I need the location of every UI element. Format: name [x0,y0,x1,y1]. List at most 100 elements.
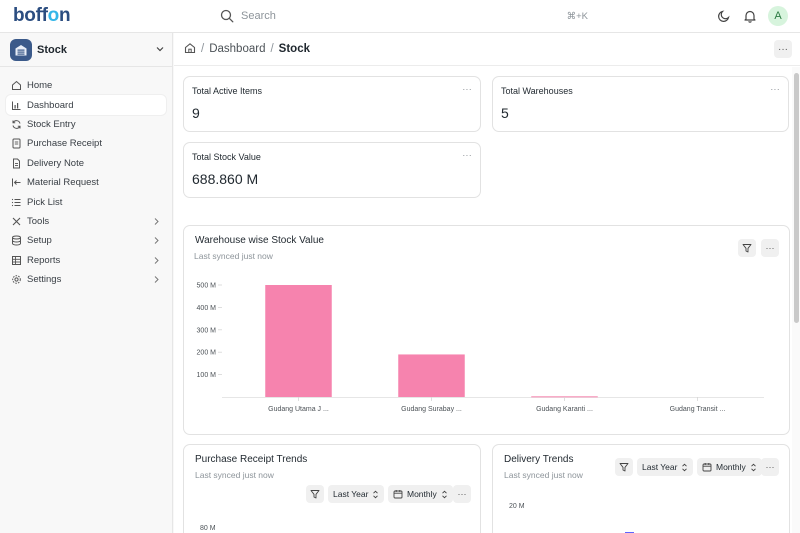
x-tick-label: Gudang Surabay ... [401,406,462,413]
card-value: 5 [501,105,509,121]
filter-icon [742,244,752,253]
select-arrows-icon [750,463,756,471]
arrow-left-icon [11,177,22,188]
tools-icon [11,216,22,227]
sidebar-item-home[interactable]: Home [6,76,166,95]
number-card: Total Active Items ··· 9 [183,76,481,132]
workspace-switcher[interactable]: Stock [10,38,165,62]
workspace-label: Stock [37,44,67,56]
chart-bar[interactable] [531,396,598,398]
document-icon [11,158,22,169]
y-tick-label: 500 M [197,283,217,290]
y-tick-label: 100 M [197,372,217,379]
top-navbar: boffon Search ⌘+K A [0,0,800,33]
calendar-icon [393,490,403,499]
sidebar-item-material-request[interactable]: Material Request [6,173,166,192]
search-shortcut: ⌘+K [566,10,588,22]
sidebar: Stock Home Dashboard Stock Entry Purchas… [0,33,173,533]
card-title: Total Active Items [192,86,263,96]
refresh-icon [11,119,22,130]
app-logo[interactable]: boffon [13,5,71,26]
chart-title: Delivery Trends [504,454,574,465]
more-icon: ··· [765,462,775,472]
warehouse-bar-chart: 100 M 200 M 300 M 400 M 500 M Gudang Utama J … [197,283,764,413]
card-value: 9 [192,105,200,121]
page-title: Stock [278,43,310,55]
warehouse-stock-chart-card: Warehouse wise Stock Value Last synced j… [183,225,790,435]
search-placeholder: Search [241,10,276,22]
chart-more-button[interactable]: ··· [761,458,779,476]
card-title: Total Warehouses [501,86,573,96]
delivery-trends-card: Delivery Trends Last synced just now Las… [492,444,790,533]
card-value: 688.860 M [192,171,259,187]
sidebar-item-delivery-note[interactable]: Delivery Note [6,154,166,173]
purchase-receipt-trends-card: Purchase Receipt Trends Last synced just… [183,444,481,533]
receipt-icon [11,138,22,149]
chart-title: Purchase Receipt Trends [195,454,308,465]
chevron-down-icon [155,41,165,59]
gear-icon [11,274,22,285]
chart-subtitle: Last synced just now [504,470,583,480]
chart-bar[interactable] [265,285,332,397]
chart-title: Warehouse wise Stock Value [195,235,324,246]
card-more-button[interactable]: ··· [770,85,780,94]
interval-select[interactable]: Monthly [388,485,453,503]
moon-icon[interactable] [716,8,732,24]
scrollbar-thumb[interactable] [794,73,799,323]
x-tick-label: Gudang Utama J ... [268,406,329,413]
chart-more-button[interactable]: ··· [453,485,471,503]
y-tick-label: 200 M [197,350,217,357]
breadcrumb: / Dashboard / Stock [184,42,310,57]
sidebar-divider [0,66,173,67]
more-icon: ··· [778,43,788,55]
number-card: Total Stock Value ··· 688.860 M [183,142,481,198]
main-content: / Dashboard / Stock ··· Total Active Ite… [174,33,800,533]
chart-bar[interactable] [398,354,465,397]
bell-icon[interactable] [742,8,758,24]
x-tick-label: Gudang Karanti ... [536,406,593,413]
more-icon: ··· [457,489,467,499]
number-card: Total Warehouses ··· 5 [492,76,789,132]
select-arrows-icon [373,490,379,498]
page-header: / Dashboard / Stock ··· [174,33,800,66]
interval-select[interactable]: Monthly [697,458,762,476]
x-tick-label: Gudang Transit ... [670,406,726,413]
sidebar-item-tools[interactable]: Tools [6,212,166,231]
chevron-right-icon [152,217,161,226]
y-tick-label: 20 M [509,503,525,510]
warehouse-icon [10,39,32,61]
sidebar-item-settings[interactable]: Settings [6,270,166,289]
select-arrows-icon [441,490,447,498]
period-select[interactable]: Last Year [637,458,694,476]
page-more-button[interactable]: ··· [774,40,792,58]
sidebar-nav: Home Dashboard Stock Entry Purchase Rece… [6,76,166,289]
filter-button[interactable] [615,458,633,476]
sidebar-item-stock-entry[interactable]: Stock Entry [6,115,166,134]
sidebar-item-dashboard[interactable]: Dashboard [6,95,166,115]
y-tick-label: 80 M [200,525,216,532]
card-more-button[interactable]: ··· [462,151,472,160]
sidebar-item-setup[interactable]: Setup [6,231,166,250]
search-bar[interactable]: Search ⌘+K [212,4,596,28]
user-avatar[interactable]: A [768,6,788,26]
select-arrows-icon [682,463,688,471]
bar-chart-icon [11,100,22,111]
sidebar-item-purchase-receipt[interactable]: Purchase Receipt [6,134,166,153]
filter-button[interactable] [306,485,324,503]
sidebar-item-reports[interactable]: Reports [6,251,166,270]
period-select[interactable]: Last Year [328,485,385,503]
card-more-button[interactable]: ··· [462,85,472,94]
chevron-right-icon [152,275,161,284]
table-icon [11,255,22,266]
chart-more-button[interactable]: ··· [761,239,779,257]
home-icon[interactable] [184,42,196,57]
chart-subtitle: Last synced just now [195,470,274,480]
chevron-right-icon [152,256,161,265]
filter-button[interactable] [738,239,756,257]
breadcrumb-dashboard[interactable]: Dashboard [209,43,266,55]
chevron-right-icon [152,236,161,245]
list-icon [11,197,22,208]
chart-subtitle: Last synced just now [194,251,273,261]
calendar-icon [702,463,712,472]
sidebar-item-pick-list[interactable]: Pick List [6,192,166,211]
